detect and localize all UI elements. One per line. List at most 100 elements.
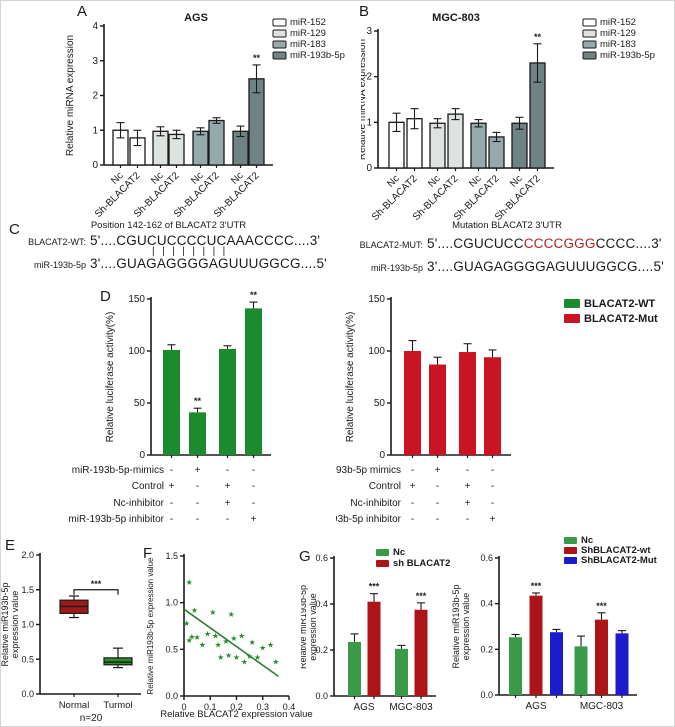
svg-text:★: ★ bbox=[225, 651, 232, 660]
svg-text:miR-193b-5p-mimics: miR-193b-5p-mimics bbox=[72, 465, 164, 476]
svg-text:Control: Control bbox=[369, 481, 401, 492]
svg-text:★: ★ bbox=[241, 657, 248, 666]
svg-text:Relative miRNA expression: Relative miRNA expression bbox=[65, 35, 76, 156]
svg-text:miR-152: miR-152 bbox=[600, 17, 636, 28]
svg-text:miR-129: miR-129 bbox=[290, 28, 326, 39]
svg-text:miR-193b-5p inhibitor: miR-193b-5p inhibitor bbox=[68, 514, 164, 525]
svg-text:Nc-inhibitor: Nc-inhibitor bbox=[113, 498, 164, 509]
svg-text:0: 0 bbox=[92, 160, 98, 171]
alignment-mut-block: Mutation BLACAT2 3'UTR BLACAT2-MUT: 5'..… bbox=[338, 220, 674, 274]
panel-label-g: G bbox=[299, 548, 311, 565]
mir-row-label: miR-193b-5p bbox=[370, 263, 423, 273]
svg-text:4: 4 bbox=[92, 21, 98, 32]
svg-text:★: ★ bbox=[238, 631, 245, 640]
svg-text:0.0: 0.0 bbox=[315, 691, 328, 701]
panel-g-right-bar-chart: 0.0 0.2 0.4 0.6 Relative miR193b-5p expressio… bbox=[451, 531, 674, 726]
svg-text:-: - bbox=[436, 481, 439, 492]
svg-text:+: + bbox=[225, 481, 231, 492]
svg-text:0.6: 0.6 bbox=[480, 553, 493, 563]
svg-text:0: 0 bbox=[379, 450, 385, 461]
svg-text:0.3: 0.3 bbox=[256, 702, 269, 712]
svg-text:-: - bbox=[491, 498, 494, 509]
panel-d-mut-luciferase-chart: 0 50 100 150 Relative luciferase activity(%)… bbox=[305, 289, 674, 544]
svg-text:miR-183: miR-183 bbox=[290, 39, 326, 50]
svg-text:miR-129: miR-129 bbox=[600, 28, 636, 39]
svg-text:★: ★ bbox=[212, 631, 219, 640]
svg-text:★: ★ bbox=[228, 610, 235, 619]
svg-text:Relative miRNA expression: Relative miRNA expression bbox=[361, 39, 368, 160]
mutated-bases: CCCCGGG bbox=[523, 236, 596, 251]
svg-text:★: ★ bbox=[267, 641, 274, 650]
svg-text:0: 0 bbox=[181, 702, 186, 712]
svg-text:BLACAT2-WT: BLACAT2-WT bbox=[584, 298, 656, 310]
svg-text:-: - bbox=[252, 481, 255, 492]
svg-text:MGC-803: MGC-803 bbox=[432, 12, 480, 24]
svg-text:AGS: AGS bbox=[184, 12, 208, 24]
svg-text:**: ** bbox=[194, 396, 202, 406]
svg-text:2: 2 bbox=[366, 72, 372, 83]
svg-text:50: 50 bbox=[374, 398, 386, 409]
svg-text:-: - bbox=[252, 465, 255, 476]
svg-text:★: ★ bbox=[222, 637, 229, 646]
svg-text:★: ★ bbox=[186, 636, 193, 645]
svg-text:★: ★ bbox=[254, 653, 261, 662]
svg-text:★: ★ bbox=[217, 653, 224, 662]
svg-text:1.5: 1.5 bbox=[165, 551, 178, 561]
svg-text:0.5: 0.5 bbox=[21, 654, 34, 664]
svg-text:***: *** bbox=[596, 601, 607, 611]
svg-text:1.0: 1.0 bbox=[165, 598, 178, 608]
svg-text:miR-193b-5p inhibitor: miR-193b-5p inhibitor bbox=[336, 514, 402, 525]
svg-text:-: - bbox=[411, 498, 414, 509]
svg-text:expression value: expression value bbox=[10, 591, 20, 659]
panel-e-svg: 0.0 0.5 1.0 1.5 2.0 Relative miR193b-5p expres… bbox=[1, 550, 141, 724]
svg-text:0.6: 0.6 bbox=[315, 553, 328, 563]
svg-text:2.0: 2.0 bbox=[21, 550, 34, 560]
panel-g-right-svg: 0.0 0.2 0.4 0.6 Relative miR193b-5p expressio… bbox=[451, 535, 658, 712]
svg-text:★: ★ bbox=[259, 643, 266, 652]
svg-text:100: 100 bbox=[128, 346, 145, 357]
svg-text:★: ★ bbox=[272, 657, 279, 666]
panel-d-right-svg: 0 50 100 150 Relative luciferase activity(%)… bbox=[305, 294, 658, 525]
base-pairing-marks: |||||||| bbox=[152, 246, 233, 257]
panel-label-c: C bbox=[9, 221, 20, 238]
svg-text:3: 3 bbox=[92, 56, 98, 67]
svg-text:★: ★ bbox=[188, 632, 195, 641]
svg-text:★: ★ bbox=[204, 629, 211, 638]
svg-text:★: ★ bbox=[183, 619, 190, 628]
svg-text:★: ★ bbox=[230, 634, 237, 643]
svg-text:***: *** bbox=[91, 579, 102, 589]
panel-label-d: D bbox=[100, 288, 111, 305]
svg-text:**: ** bbox=[250, 290, 258, 300]
svg-text:-: - bbox=[170, 498, 173, 509]
svg-text:1.0: 1.0 bbox=[21, 620, 34, 630]
svg-text:Relative luciferase activity(%: Relative luciferase activity(%) bbox=[105, 312, 116, 443]
svg-text:Relative miR193b-5p: Relative miR193b-5p bbox=[451, 584, 461, 668]
svg-text:ShBLACAT2-Mut: ShBLACAT2-Mut bbox=[581, 555, 658, 566]
svg-text:AGS: AGS bbox=[353, 702, 374, 713]
svg-text:★: ★ bbox=[191, 606, 198, 615]
panel-f-svg: 0.0 0.5 1.0 1.5 Relative miR193b-5p expressi… bbox=[146, 551, 313, 720]
svg-text:+: + bbox=[225, 498, 231, 509]
svg-text:Nc: Nc bbox=[393, 547, 405, 558]
svg-text:★: ★ bbox=[209, 608, 216, 617]
panel-label-f: F bbox=[143, 545, 153, 562]
svg-text:-: - bbox=[411, 514, 414, 525]
svg-text:n=20: n=20 bbox=[80, 713, 103, 724]
svg-text:***: *** bbox=[416, 591, 427, 601]
svg-text:1: 1 bbox=[92, 125, 98, 136]
svg-text:0.0: 0.0 bbox=[21, 689, 34, 699]
svg-text:★: ★ bbox=[186, 578, 193, 587]
svg-text:+: + bbox=[251, 514, 257, 525]
panel-b-bar-chart: 0 1 2 3 MGC-803 Relative miRNA expression Nc Sh… bbox=[357, 9, 674, 226]
svg-text:miR-193b-5p: miR-193b-5p bbox=[600, 50, 655, 61]
svg-text:★: ★ bbox=[199, 641, 206, 650]
svg-text:0.2: 0.2 bbox=[480, 644, 493, 654]
svg-text:-: - bbox=[436, 514, 439, 525]
mut-sequence: 5'....CGUCUCCCCCCGGGCCCC....3' bbox=[427, 236, 662, 251]
svg-text:-: - bbox=[170, 465, 173, 476]
svg-text:BLACAT2-Mut: BLACAT2-Mut bbox=[584, 313, 658, 325]
mir-sequence: 3'....GUAGAGGGGAGUUUGGCG....5' bbox=[427, 259, 664, 274]
svg-text:-: - bbox=[491, 481, 494, 492]
svg-text:0.4: 0.4 bbox=[283, 702, 296, 712]
